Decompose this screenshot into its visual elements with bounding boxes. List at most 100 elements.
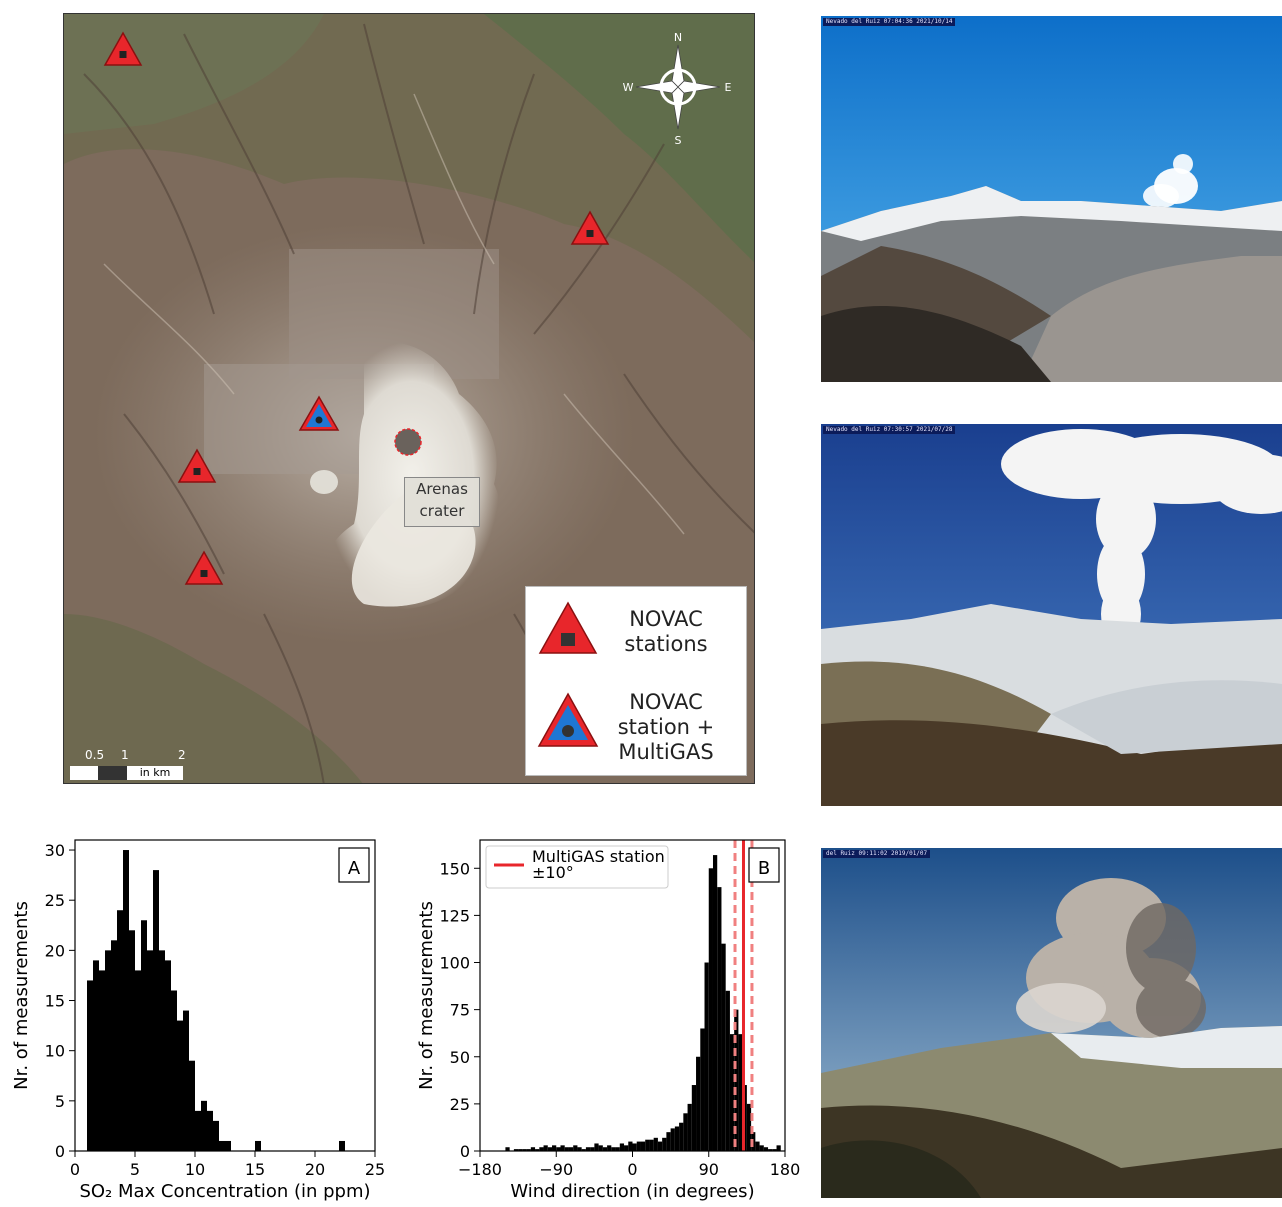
multigas-station-icon [298, 395, 340, 431]
scale-tick-2: 2 [178, 748, 186, 762]
histogram-bar [99, 970, 105, 1151]
histogram-bar [201, 1100, 207, 1151]
histogram-bar [147, 950, 153, 1151]
histogram-bar [632, 1143, 637, 1151]
histogram-bar [611, 1147, 616, 1151]
histogram-bar [674, 1126, 680, 1151]
histogram-bar [123, 850, 129, 1151]
histogram-bar [560, 1145, 565, 1151]
histogram-bar [183, 1010, 189, 1151]
histogram-bar [564, 1147, 569, 1151]
novac-station-icon [184, 550, 224, 585]
histogram-bar [696, 1056, 701, 1151]
legend-multigas-line2: station + [617, 715, 715, 739]
y-tick-label: 0 [55, 1142, 65, 1161]
y-tick-label: 30 [45, 841, 65, 860]
x-tick-label: 10 [185, 1160, 205, 1179]
map-terrain: N S E W [64, 14, 754, 783]
chart-b-svg: −180 −90 0 90 180 0 25 50 75 100 125 150 Wind direct… [416, 839, 801, 1202]
histogram-bar [105, 950, 111, 1151]
map-legend: NOVAC stations NOVAC station + MultiGAS [525, 586, 747, 776]
photo-1-timestamp: Nevado del Ruiz 07:04:36 2021/10/14 [823, 18, 956, 26]
x-tick-label: 20 [305, 1160, 325, 1179]
legend-novac-icon [538, 601, 598, 654]
legend-multigas-icon [537, 692, 599, 747]
y-tick-label: 25 [450, 1095, 470, 1114]
histogram-bar [111, 940, 117, 1151]
legend-novac-line2: stations [624, 632, 708, 656]
x-tick-label: 25 [365, 1160, 385, 1179]
histogram-bar [700, 1028, 705, 1151]
histogram-bar [568, 1147, 574, 1151]
histogram-bar [339, 1140, 345, 1151]
novac-station-icon [177, 448, 217, 483]
x-tick-label: −90 [539, 1160, 573, 1179]
histogram-bar [729, 1034, 735, 1151]
legend-multigas-line1: NOVAC [629, 690, 703, 714]
scale-unit: in km [127, 766, 183, 780]
histogram-bar [543, 1145, 548, 1151]
histogram-bar [177, 1020, 183, 1151]
histogram-bar [590, 1147, 595, 1151]
photo-volcano-1-image [821, 16, 1282, 382]
histogram-bar [581, 1149, 586, 1151]
histogram-bar [87, 980, 93, 1151]
histogram-bar [518, 1149, 523, 1151]
photo-volcano-2: Nevado del Ruiz 07:30:57 2021/07/28 [821, 424, 1282, 806]
x-tick-label: 0 [70, 1160, 80, 1179]
compass-n: N [674, 31, 682, 44]
chart-a: 0 5 10 15 20 25 0 5 10 15 20 25 30 SO₂ Max Concentrat… [0, 830, 400, 1207]
crater-label-line2: crater [419, 502, 465, 520]
panel-label-box [748, 847, 780, 883]
novac-station-icon [570, 210, 610, 245]
histogram-bar [636, 1141, 641, 1151]
histogram-bar [159, 950, 165, 1151]
compass-w: W [623, 81, 634, 94]
histogram-bar [759, 1145, 764, 1151]
histogram-bar [505, 1147, 510, 1151]
scale-tick-0-5: 0.5 [85, 748, 105, 762]
histogram-bar [556, 1147, 561, 1151]
plot-frame [74, 839, 376, 1152]
histogram-bar [624, 1145, 629, 1151]
histogram-bar [670, 1128, 675, 1151]
histogram-bar [687, 1103, 692, 1151]
y-tick-label: 125 [439, 906, 470, 925]
x-tick-label: 180 [770, 1160, 801, 1179]
histogram-bar [708, 868, 713, 1151]
histogram-bar [93, 960, 99, 1151]
histogram-bar [598, 1145, 603, 1151]
histogram-bar [755, 1141, 760, 1151]
histogram-bar [552, 1145, 557, 1151]
histogram-bar [704, 962, 709, 1151]
histogram-bar [691, 1085, 697, 1151]
chart-b: −180 −90 0 90 180 0 25 50 75 100 125 150 Wind direct… [405, 830, 815, 1207]
histogram-bar [207, 1110, 213, 1151]
histogram-bar [628, 1141, 633, 1151]
y-tick-label: 25 [45, 891, 65, 910]
x-tick-label: 5 [130, 1160, 140, 1179]
histogram-bar [645, 1139, 650, 1151]
photo-volcano-2-image [821, 424, 1282, 806]
histogram-bar [619, 1143, 625, 1151]
histogram-bar [725, 990, 730, 1151]
legend-label-line1: MultiGAS station [532, 847, 665, 866]
y-tick-label: 10 [45, 1042, 65, 1061]
compass-e: E [725, 81, 732, 94]
y-axis-label: Nr. of measurements [416, 901, 437, 1090]
legend-novac-label: NOVAC stations [606, 607, 726, 657]
histogram-bar [153, 870, 159, 1151]
histogram-bar [547, 1147, 553, 1151]
x-tick-label: −180 [458, 1160, 502, 1179]
compass-icon: N S E W [623, 31, 732, 147]
photo-2-timestamp: Nevado del Ruiz 07:30:57 2021/07/28 [823, 426, 956, 434]
satellite-map: N S E W Arenas crater [63, 13, 755, 784]
histogram-bar [662, 1137, 667, 1151]
y-tick-label: 100 [439, 954, 470, 973]
histogram-bar [772, 1149, 777, 1151]
histogram-bar [117, 910, 123, 1151]
histogram-bar [129, 930, 135, 1151]
chart-a-svg: 0 5 10 15 20 25 0 5 10 15 20 25 30 SO₂ Max Concentrat… [11, 839, 385, 1202]
histogram-bar [653, 1137, 658, 1151]
x-tick-label: 90 [699, 1160, 719, 1179]
